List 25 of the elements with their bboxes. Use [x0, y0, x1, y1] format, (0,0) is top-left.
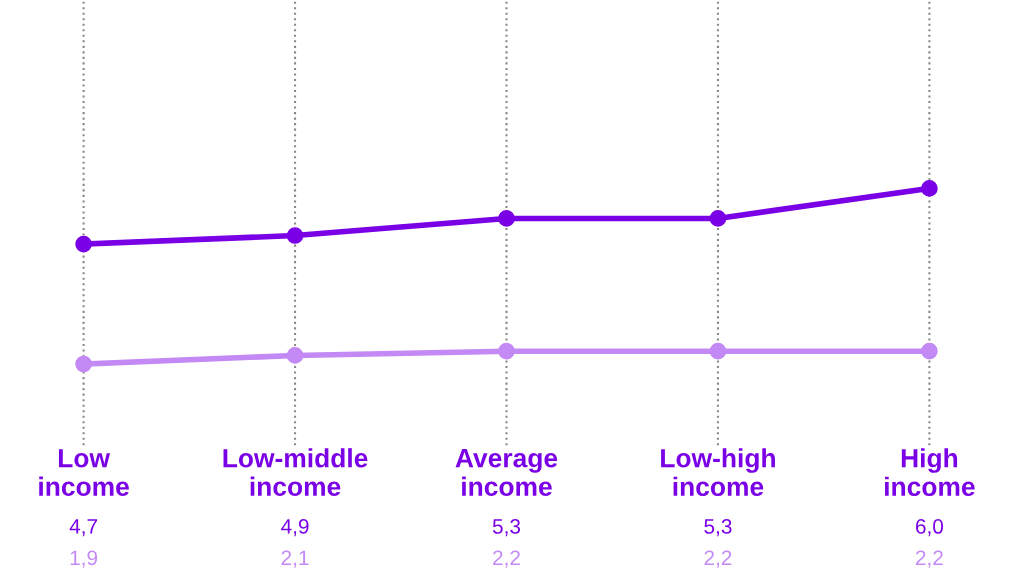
data-label: 6,0: [915, 519, 944, 537]
data-label: 1,9: [70, 550, 98, 568]
point: [498, 342, 515, 360]
data-label: 5,3: [492, 519, 521, 537]
point: [286, 227, 304, 244]
data-label: 4,7: [69, 519, 98, 537]
point: [75, 355, 92, 373]
data-label: 5,3: [704, 519, 732, 537]
point: [286, 347, 304, 364]
point: [709, 210, 727, 227]
point: [921, 342, 938, 360]
x-tick-label: Low income: [39, 449, 129, 496]
point: [921, 180, 938, 197]
data-label: 2,2: [704, 550, 732, 568]
data-label: 2,2: [915, 550, 943, 568]
point: [709, 342, 727, 360]
x-tick-label: Average income: [455, 449, 558, 496]
data-label: 2,2: [493, 550, 520, 568]
data-label: 2,1: [281, 550, 309, 568]
x-tick-label: Low-middle income: [223, 448, 368, 496]
x-tick-label: Low-high income: [661, 448, 775, 497]
point: [498, 210, 515, 227]
x-tick-label: High income: [885, 448, 975, 497]
point: [75, 235, 92, 253]
data-label: 4,9: [281, 519, 309, 537]
